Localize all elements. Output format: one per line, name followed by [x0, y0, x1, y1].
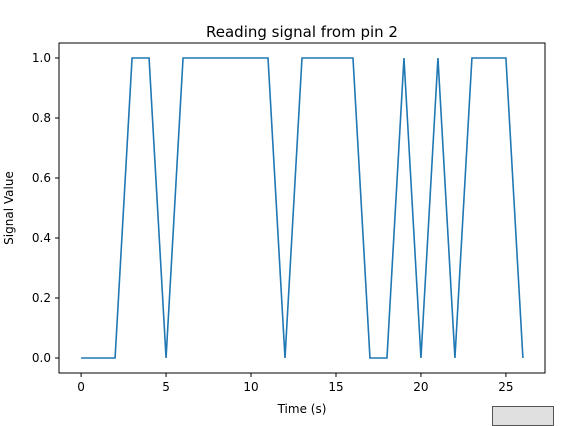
plot-area	[58, 42, 546, 374]
x-tick-label: 20	[413, 380, 428, 394]
y-tick-label: 1.0	[32, 51, 51, 65]
y-tick-label: 0.4	[32, 231, 51, 245]
x-tick-label: 15	[328, 380, 343, 394]
chart-title: Reading signal from pin 2	[206, 23, 398, 41]
x-tick-label: 0	[77, 380, 85, 394]
x-tick-label: 25	[498, 380, 513, 394]
x-axis-label: Time (s)	[277, 402, 327, 416]
y-tick-label: 0.0	[32, 351, 51, 365]
plot-frame	[58, 42, 546, 374]
y-tick-label: 0.6	[32, 171, 51, 185]
y-tick-label: 0.2	[32, 291, 51, 305]
y-axis-label: Signal Value	[2, 171, 16, 245]
y-axis: 0.0 0.2 0.4 0.6 0.8 1.0	[32, 51, 59, 365]
corner-widget[interactable]	[492, 406, 554, 426]
x-axis: 0 5 10 15 20 25	[77, 373, 514, 394]
y-tick-label: 0.8	[32, 111, 51, 125]
x-tick-label: 10	[243, 380, 258, 394]
x-tick-label: 5	[162, 380, 170, 394]
series-line	[81, 57, 524, 359]
